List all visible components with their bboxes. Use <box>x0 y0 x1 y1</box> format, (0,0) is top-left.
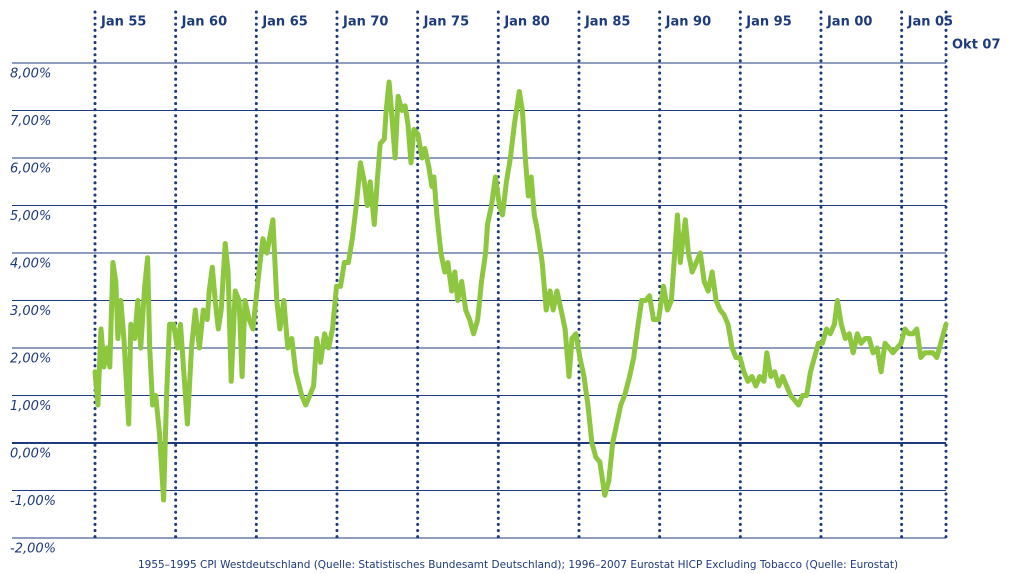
y-tick-label: -1,00% <box>10 494 56 509</box>
x-tick-label: Jan 70 <box>342 15 388 30</box>
y-tick-label: 1,00% <box>10 399 51 414</box>
x-tick-label: Jan 05 <box>907 15 953 30</box>
x-tick-label: Jan 80 <box>503 15 549 30</box>
x-tick-label: Jan 65 <box>261 15 307 30</box>
series-line <box>92 79 949 503</box>
y-tick-label: 3,00% <box>10 304 51 319</box>
x-tick-label: Jan 00 <box>826 15 872 30</box>
y-tick-label: 8,00% <box>10 67 51 82</box>
y-tick-label: 2,00% <box>10 352 51 367</box>
y-tick-label: 5,00% <box>10 209 51 224</box>
x-tick-label: Jan 55 <box>100 15 146 30</box>
source-note: 1955–1995 CPI Westdeutschland (Quelle: S… <box>138 559 898 571</box>
x-tick-label: Jan 75 <box>423 15 469 30</box>
y-tick-label: -2,00% <box>10 542 56 557</box>
x-tick-label: Jan 85 <box>584 15 630 30</box>
y-tick-label: 7,00% <box>10 114 51 129</box>
y-tick-label: 4,00% <box>10 257 51 272</box>
y-tick-label: 6,00% <box>10 162 51 177</box>
x-tick-label: Jan 95 <box>745 15 791 30</box>
x-tick-label: Okt 07 <box>952 38 1001 53</box>
y-tick-label: 0,00% <box>10 447 51 462</box>
x-tick-label: Jan 60 <box>181 15 227 30</box>
x-tick-label: Jan 90 <box>665 15 711 30</box>
